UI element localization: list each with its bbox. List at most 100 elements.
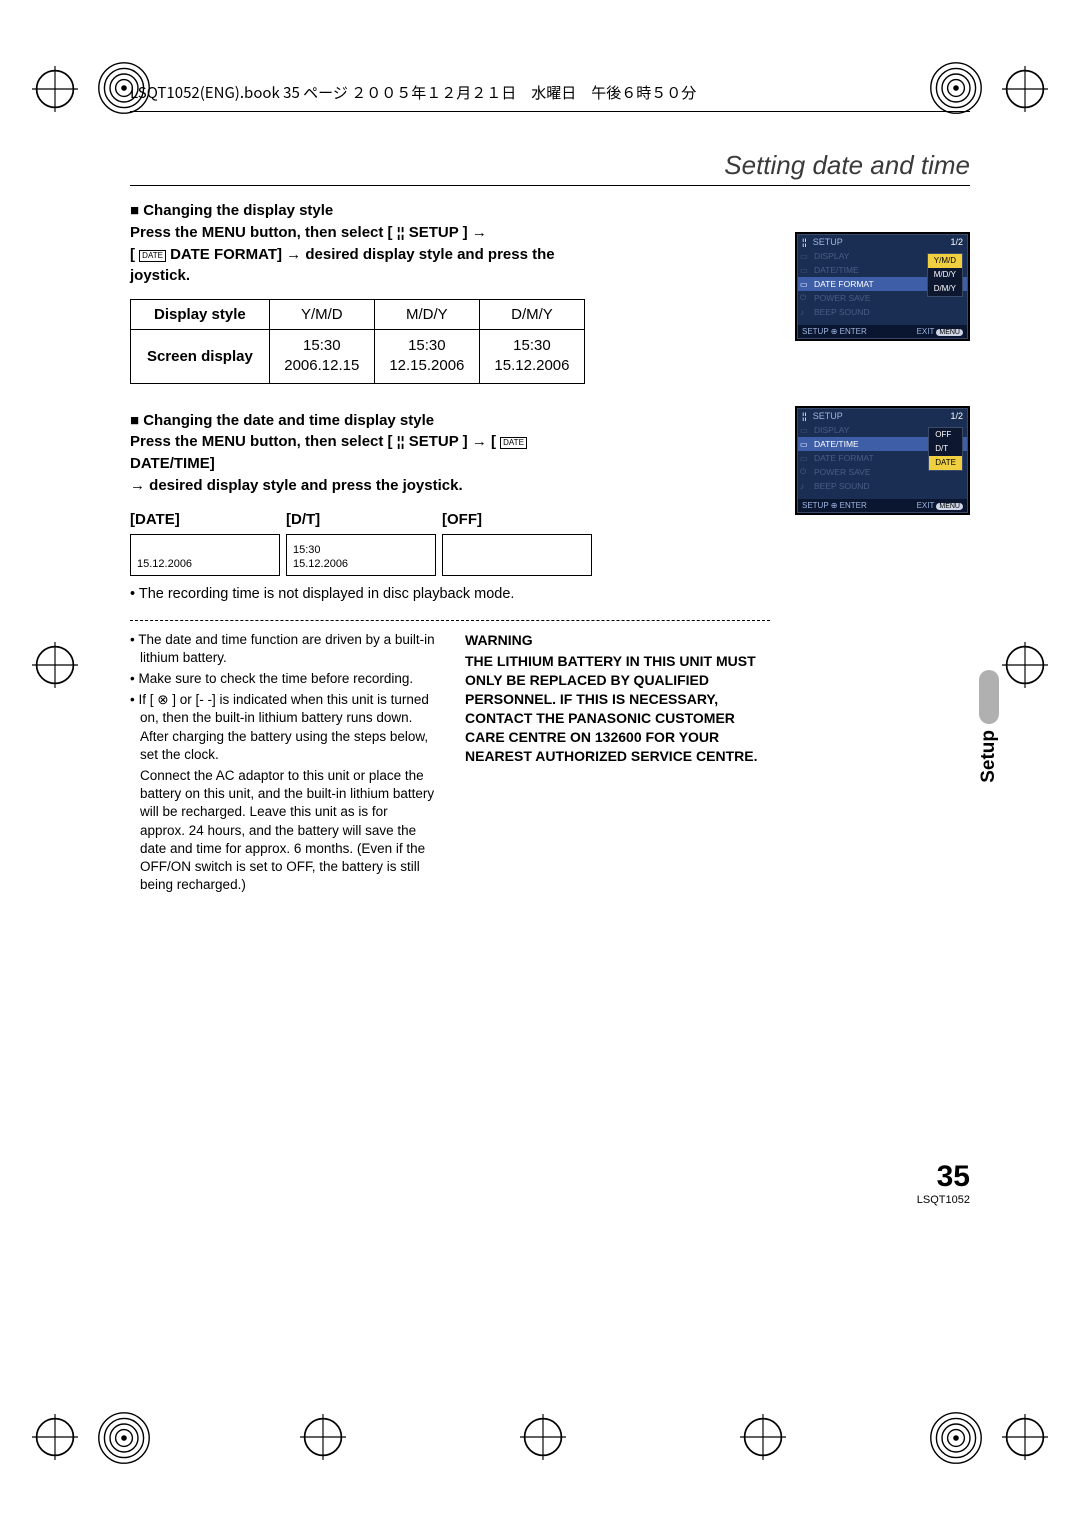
note-playback: The recording time is not displayed in d…	[130, 586, 760, 602]
osd-menu-date-time: ¦¦ SETUP 1/2 ▭DISPLAY ▭DATE/TIME ▭DATE F…	[795, 406, 970, 515]
warning-head: WARNING	[465, 631, 770, 650]
td-ymd: Y/M/D	[269, 300, 374, 330]
display-option-dt: [D/T] 15:30 15.12.2006	[286, 511, 436, 576]
menu-option: M/D/Y	[928, 268, 962, 282]
td-mdy: M/D/Y	[374, 300, 479, 330]
display-option-date: [DATE] 15.12.2006	[130, 511, 280, 576]
menu-options: Y/M/D M/D/Y D/M/Y	[927, 253, 963, 297]
warning-body: THE LITHIUM BATTERY IN THIS UNIT MUST ON…	[465, 652, 770, 765]
menu-title: SETUP	[813, 237, 843, 247]
menu-option: D/T	[929, 442, 962, 456]
menu-footer-right: EXIT	[917, 327, 935, 336]
menu-option-selected: DATE	[929, 456, 962, 470]
menu-row-label: DATE FORMAT	[814, 279, 874, 289]
menu-footer-right: EXIT	[917, 501, 935, 510]
notes-left-col: The date and time function are driven by…	[130, 631, 435, 895]
setup-icon: ¦¦	[397, 431, 405, 451]
crop-mark-icon	[520, 1414, 566, 1460]
option-label: [OFF]	[442, 511, 592, 528]
osd-menu-date-format: ¦¦ SETUP 1/2 ▭DISPLAY ▭DATE/TIME ▭DATE F…	[795, 232, 970, 341]
date: 12.15.2006	[389, 357, 464, 374]
side-tab: Setup	[978, 670, 1000, 783]
menu-row-label: BEEP SOUND	[814, 307, 870, 317]
menu-row-label: POWER SAVE	[814, 467, 871, 477]
instr-line1-pre: Press the MENU button, then select [	[130, 224, 397, 241]
manual-page: LSQT1052(ENG).book 35 ページ ２００５年１２月２１日 水曜…	[130, 82, 970, 895]
instr-line1-post: ] →	[463, 224, 487, 241]
side-tab-pill	[979, 670, 999, 724]
menu-title-icon: ¦¦	[802, 237, 807, 247]
menu-footer-pill: MENU	[936, 329, 963, 336]
book-header-line: LSQT1052(ENG).book 35 ページ ２００５年１２月２１日 水曜…	[130, 82, 970, 112]
menu-row-label: DISPLAY	[814, 425, 849, 435]
page-number: 35	[917, 1160, 970, 1194]
menu-footer-pill: MENU	[936, 503, 963, 510]
side-tab-label: Setup	[978, 730, 1000, 783]
bullseye-icon	[96, 1410, 152, 1466]
option-sample-date: 15.12.2006	[293, 558, 348, 570]
warning-col: WARNING THE LITHIUM BATTERY IN THIS UNIT…	[465, 631, 770, 895]
option-label: [D/T]	[286, 511, 436, 528]
time: 15:30	[513, 337, 551, 354]
heading: ■ Changing the date and time display sty…	[130, 412, 434, 429]
block-changing-date-time-style: ■ Changing the date and time display sty…	[130, 410, 600, 602]
crop-mark-icon	[1002, 642, 1048, 688]
td-ymd-ex: 15:30 2006.12.15	[269, 330, 374, 384]
display-option-off: [OFF]	[442, 511, 592, 576]
section-title: Setting date and time	[130, 150, 970, 186]
display-style-table: Display style Y/M/D M/D/Y D/M/Y Screen d…	[130, 299, 585, 384]
instr-line2-text: DATE FORMAT] → desired display style and…	[130, 246, 555, 285]
menu-row-label: DATE/TIME	[814, 439, 859, 449]
display-options-row: [DATE] 15.12.2006 [D/T] 15:30 15.12.2006…	[130, 511, 600, 576]
th-screen-display: Screen display	[131, 330, 270, 384]
menu-row: ♪BEEP SOUND	[798, 479, 967, 493]
option-sample: 15.12.2006	[137, 558, 192, 572]
time: 15:30	[303, 337, 341, 354]
date-icon: DATE	[500, 437, 527, 449]
crop-mark-icon	[32, 1414, 78, 1460]
td-dmy-ex: 15:30 15.12.2006	[479, 330, 584, 384]
menu-row-label: DATE/TIME	[814, 265, 859, 275]
menu-row-label: POWER SAVE	[814, 293, 871, 303]
date: 15.12.2006	[494, 357, 569, 374]
menu-row: ♪BEEP SOUND	[798, 305, 967, 319]
menu-option: D/M/Y	[928, 282, 962, 296]
menu-footer-left: SETUP ⊕ ENTER	[802, 501, 867, 510]
instr-line1-setup: SETUP	[409, 433, 459, 450]
option-sample-time: 15:30	[293, 544, 321, 556]
date: 2006.12.15	[284, 357, 359, 374]
instr-line2: → desired display style and press the jo…	[130, 477, 463, 494]
menu-option-selected: Y/M/D	[928, 254, 962, 268]
instr-line2-pre: [	[130, 246, 139, 263]
bullet: The date and time function are driven by…	[130, 631, 435, 667]
menu-row-label: DATE FORMAT	[814, 453, 874, 463]
bullet: If [ ⊗ ] or [- -] is indicated when this…	[130, 691, 435, 764]
page-number-block: 35 LSQT1052	[917, 1160, 970, 1206]
menu-page: 1/2	[950, 411, 963, 421]
instr-line1-mid: ] → [	[463, 433, 501, 450]
crop-mark-icon	[740, 1414, 786, 1460]
menu-title-icon: ¦¦	[802, 411, 807, 421]
instr-line1-post: DATE/TIME]	[130, 455, 215, 472]
instr-line1-pre: Press the MENU button, then select [	[130, 433, 397, 450]
block-changing-display-style: ■ Changing the display style Press the M…	[130, 200, 600, 384]
bullseye-icon	[928, 1410, 984, 1466]
setup-icon: ¦¦	[397, 222, 405, 242]
th-display-style: Display style	[131, 300, 270, 330]
crop-mark-icon	[1002, 1414, 1048, 1460]
notes-two-column: The date and time function are driven by…	[130, 631, 770, 895]
menu-options: OFF D/T DATE	[928, 427, 963, 471]
td-mdy-ex: 15:30 12.15.2006	[374, 330, 479, 384]
td-dmy: D/M/Y	[479, 300, 584, 330]
instr-line1-setup: SETUP	[409, 224, 459, 241]
page-code: LSQT1052	[917, 1194, 970, 1206]
menu-footer-left: SETUP ⊕ ENTER	[802, 327, 867, 336]
option-label: [DATE]	[130, 511, 280, 528]
bullet: Make sure to check the time before recor…	[130, 670, 435, 688]
crop-mark-icon	[32, 66, 78, 112]
bullet-sub: Connect the AC adaptor to this unit or p…	[130, 767, 435, 895]
menu-row-label: DISPLAY	[814, 251, 849, 261]
menu-page: 1/2	[950, 237, 963, 247]
crop-mark-icon	[32, 642, 78, 688]
menu-option: OFF	[929, 428, 962, 442]
